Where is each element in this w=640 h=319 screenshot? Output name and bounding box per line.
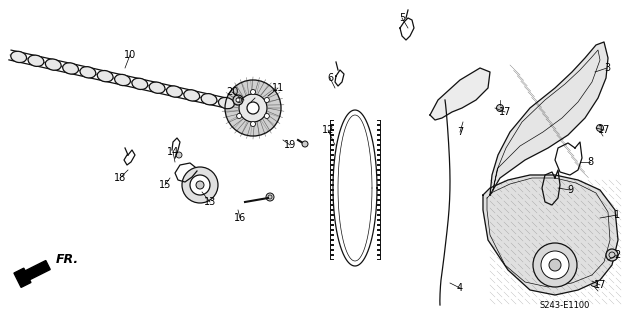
Text: 11: 11 [272,83,284,93]
Text: 1: 1 [614,210,620,220]
Ellipse shape [115,74,131,85]
Text: 4: 4 [457,283,463,293]
Circle shape [237,114,242,118]
Ellipse shape [184,90,200,101]
Circle shape [236,98,240,102]
Circle shape [190,175,210,195]
Polygon shape [483,175,618,295]
Text: 10: 10 [124,50,136,60]
Text: 17: 17 [594,280,606,290]
Circle shape [596,124,604,131]
Ellipse shape [166,86,182,97]
Circle shape [264,114,269,118]
Circle shape [497,105,504,112]
Text: 16: 16 [234,213,246,223]
Circle shape [533,243,577,287]
Text: 12: 12 [322,125,334,135]
Circle shape [237,98,242,102]
Text: FR.: FR. [56,253,79,266]
Text: 20: 20 [226,87,238,97]
Ellipse shape [11,51,26,63]
Text: 17: 17 [499,107,511,117]
Circle shape [541,251,569,279]
Text: 15: 15 [159,180,171,190]
Text: 14: 14 [167,147,179,157]
Ellipse shape [218,97,234,109]
Circle shape [247,102,259,114]
Circle shape [233,95,243,105]
Polygon shape [225,80,281,136]
Ellipse shape [201,93,217,105]
Text: 8: 8 [587,157,593,167]
Circle shape [196,181,204,189]
Text: 5: 5 [399,13,405,23]
Circle shape [250,122,255,127]
Circle shape [591,279,598,286]
Polygon shape [239,94,267,122]
Ellipse shape [132,78,148,90]
Circle shape [606,249,618,261]
Ellipse shape [63,63,79,74]
Polygon shape [20,261,50,282]
Polygon shape [14,268,31,287]
Circle shape [266,193,274,201]
Ellipse shape [149,82,165,93]
Text: 18: 18 [114,173,126,183]
Ellipse shape [80,67,96,78]
Circle shape [549,259,561,271]
Ellipse shape [97,70,113,82]
Text: 19: 19 [284,140,296,150]
Polygon shape [490,42,608,195]
Circle shape [250,90,255,94]
Text: 13: 13 [204,197,216,207]
Circle shape [176,152,182,158]
Circle shape [264,98,269,102]
Text: 17: 17 [598,125,610,135]
Ellipse shape [28,55,44,66]
Text: 2: 2 [614,250,620,260]
Polygon shape [430,68,490,120]
Circle shape [182,167,218,203]
Circle shape [302,141,308,147]
Text: 9: 9 [567,185,573,195]
Text: S243-E1100: S243-E1100 [540,301,590,310]
Text: 7: 7 [457,127,463,137]
Text: 3: 3 [604,63,610,73]
Text: 6: 6 [327,73,333,83]
Ellipse shape [45,59,61,70]
